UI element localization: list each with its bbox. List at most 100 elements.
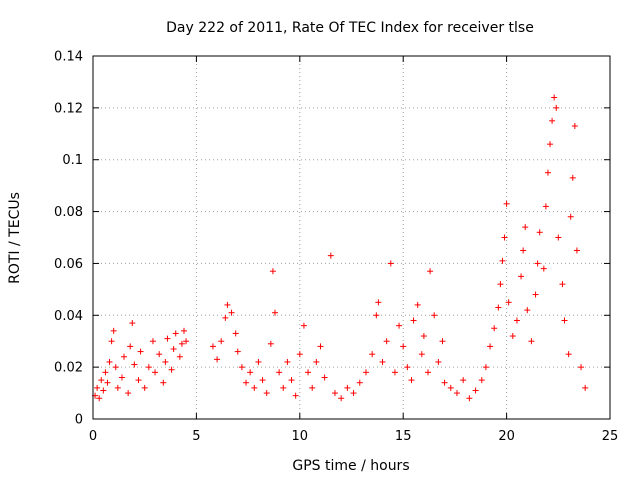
data-point bbox=[247, 369, 254, 376]
data-point bbox=[280, 384, 287, 391]
data-point bbox=[271, 309, 278, 316]
data-point bbox=[276, 369, 283, 376]
data-point bbox=[391, 369, 398, 376]
data-points bbox=[92, 94, 589, 402]
data-point bbox=[110, 327, 117, 334]
data-point bbox=[156, 351, 163, 358]
data-point bbox=[518, 273, 525, 280]
data-point bbox=[453, 390, 460, 397]
data-point bbox=[551, 94, 558, 101]
data-point bbox=[559, 281, 566, 288]
data-point bbox=[209, 343, 216, 350]
data-point bbox=[321, 374, 328, 381]
data-point bbox=[96, 395, 103, 402]
data-point bbox=[149, 338, 156, 345]
data-point bbox=[100, 387, 107, 394]
data-point bbox=[404, 364, 411, 371]
data-point bbox=[338, 395, 345, 402]
y-tick-label: 0.12 bbox=[54, 101, 83, 116]
data-point bbox=[350, 390, 357, 397]
y-axis-label: ROTI / TECUs bbox=[7, 192, 23, 284]
data-point bbox=[491, 325, 498, 332]
data-point bbox=[520, 247, 527, 254]
data-point bbox=[160, 379, 167, 386]
data-point bbox=[137, 348, 144, 355]
data-point bbox=[152, 369, 159, 376]
data-point bbox=[284, 358, 291, 365]
data-point bbox=[472, 387, 479, 394]
data-point bbox=[567, 213, 574, 220]
data-point bbox=[375, 299, 382, 306]
data-point bbox=[164, 335, 171, 342]
y-tick-label: 0 bbox=[75, 413, 83, 428]
data-point bbox=[362, 369, 369, 376]
data-point bbox=[183, 338, 190, 345]
data-point bbox=[145, 364, 152, 371]
data-point bbox=[222, 314, 229, 321]
data-point bbox=[131, 361, 138, 368]
data-point bbox=[259, 377, 266, 384]
data-point bbox=[549, 117, 556, 124]
data-point bbox=[288, 377, 295, 384]
data-point bbox=[553, 104, 560, 111]
data-point bbox=[427, 268, 434, 275]
data-point bbox=[379, 358, 386, 365]
data-point bbox=[214, 356, 221, 363]
data-point bbox=[313, 358, 320, 365]
data-point bbox=[106, 358, 113, 365]
data-point bbox=[528, 338, 535, 345]
data-point bbox=[435, 358, 442, 365]
data-point bbox=[98, 377, 105, 384]
data-point bbox=[172, 330, 179, 337]
data-point bbox=[300, 322, 307, 329]
data-point bbox=[373, 312, 380, 319]
data-point bbox=[267, 340, 274, 347]
data-point bbox=[482, 364, 489, 371]
data-point bbox=[292, 392, 299, 399]
data-point bbox=[503, 200, 510, 207]
data-point bbox=[400, 343, 407, 350]
data-point bbox=[309, 384, 316, 391]
data-point bbox=[555, 234, 562, 241]
data-point bbox=[497, 281, 504, 288]
data-point bbox=[176, 353, 183, 360]
data-point bbox=[224, 301, 231, 308]
y-tick-label: 0.1 bbox=[62, 153, 83, 168]
data-point bbox=[478, 377, 485, 384]
data-point bbox=[251, 384, 258, 391]
data-point bbox=[168, 366, 175, 373]
data-point bbox=[94, 384, 101, 391]
data-point bbox=[114, 384, 121, 391]
data-point bbox=[418, 351, 425, 358]
data-point bbox=[540, 265, 547, 272]
data-point bbox=[331, 390, 338, 397]
data-point bbox=[162, 358, 169, 365]
x-tick-label: 15 bbox=[395, 429, 412, 444]
data-point bbox=[356, 379, 363, 386]
data-point bbox=[565, 351, 572, 358]
y-tick-label: 0.06 bbox=[54, 257, 83, 272]
plot-frame bbox=[92, 55, 611, 420]
data-point bbox=[232, 330, 239, 337]
x-tick-label: 10 bbox=[292, 429, 309, 444]
data-point bbox=[501, 234, 508, 241]
data-point bbox=[396, 322, 403, 329]
data-point bbox=[121, 353, 128, 360]
data-point bbox=[487, 343, 494, 350]
data-point bbox=[582, 384, 589, 391]
data-point bbox=[414, 301, 421, 308]
data-point bbox=[112, 364, 119, 371]
x-tick-label: 20 bbox=[498, 429, 515, 444]
data-point bbox=[505, 299, 512, 306]
x-tick-label: 5 bbox=[192, 429, 200, 444]
data-point bbox=[441, 379, 448, 386]
data-point bbox=[495, 304, 502, 311]
data-point bbox=[118, 374, 125, 381]
data-point bbox=[509, 333, 516, 340]
data-point bbox=[180, 327, 187, 334]
data-point bbox=[571, 123, 578, 130]
data-point bbox=[534, 260, 541, 267]
data-point bbox=[410, 317, 417, 324]
grid bbox=[93, 56, 610, 419]
data-point bbox=[547, 141, 554, 148]
